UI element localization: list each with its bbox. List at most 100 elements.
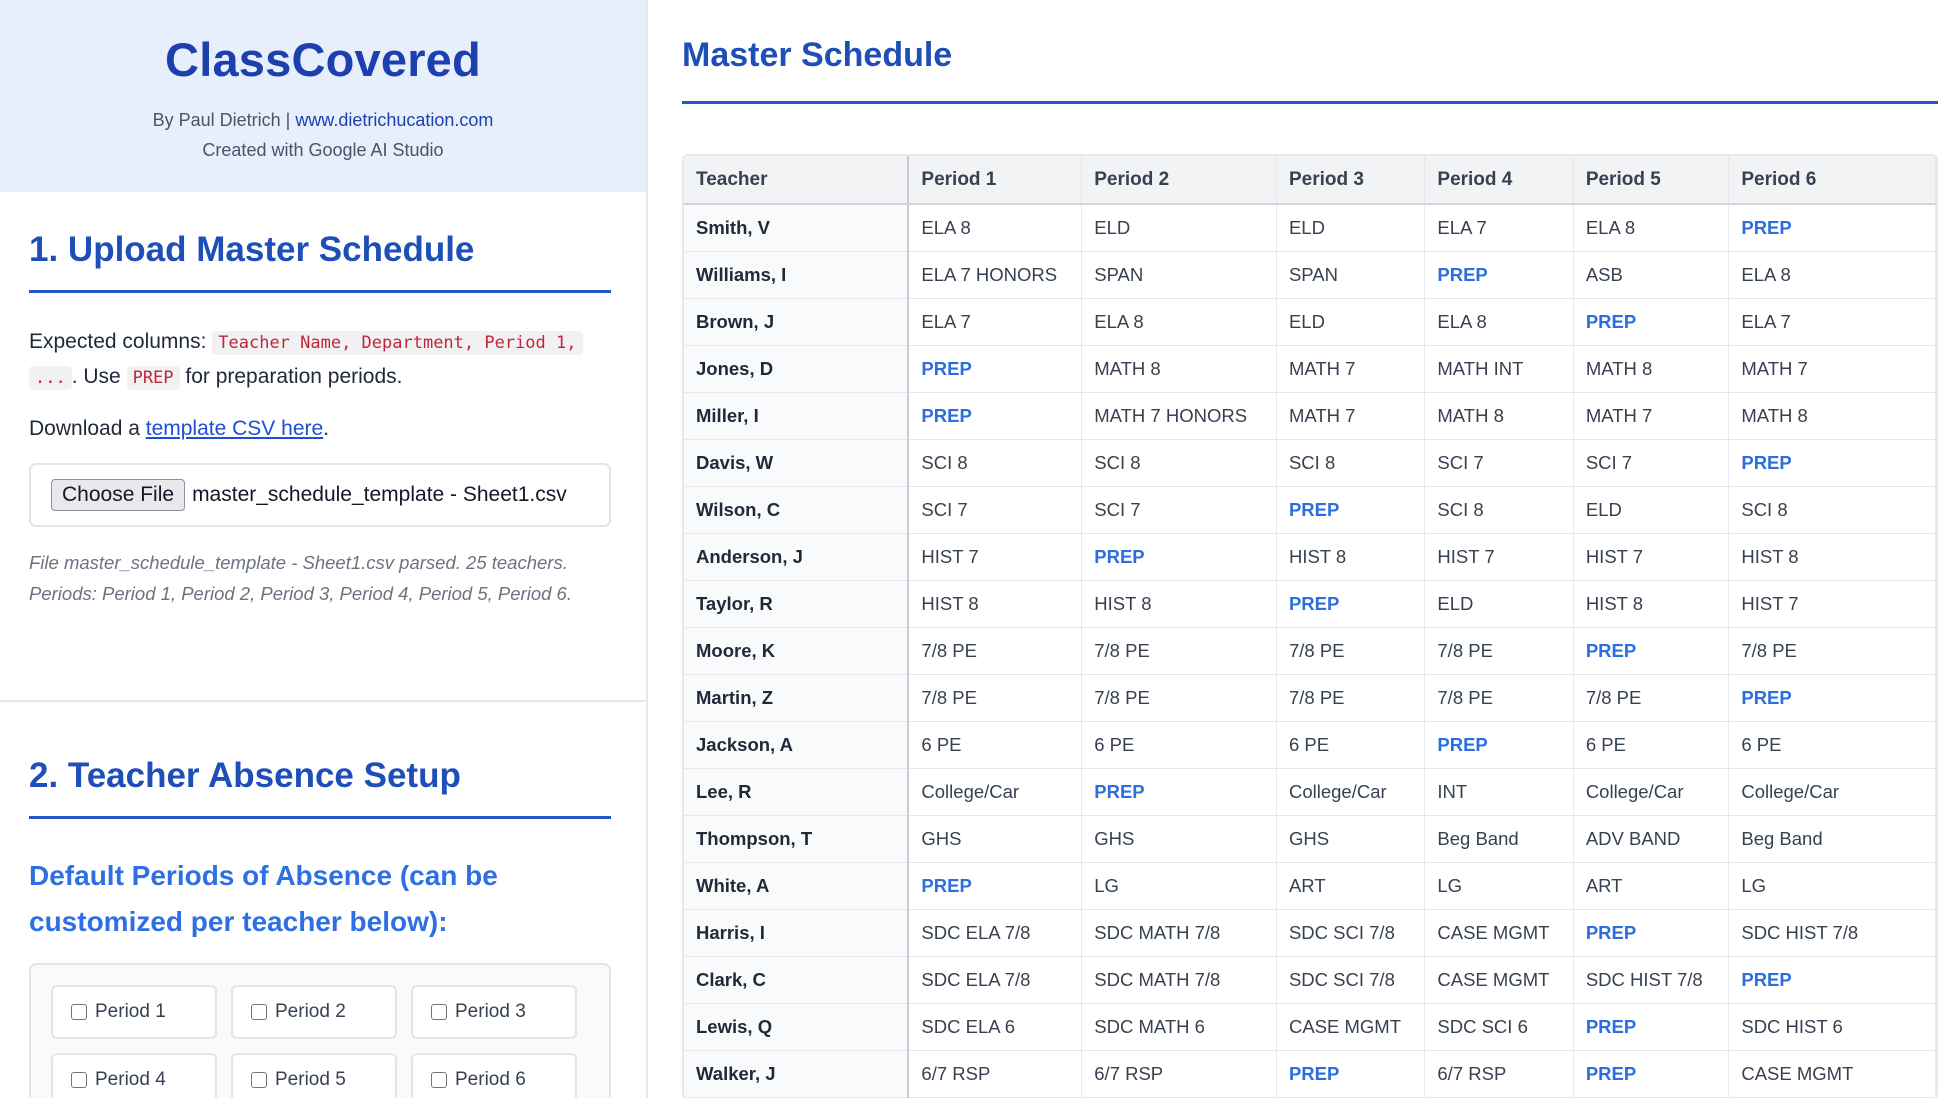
period-6-checkbox[interactable]: Period 6: [411, 1053, 577, 1098]
period-2-checkbox[interactable]: Period 2: [231, 985, 397, 1039]
table-row: Harris, I SDC ELA 7/8 SDC MATH 7/8 SDC SCI …: [684, 909, 1936, 957]
period-4-checkbox[interactable]: Period 4: [51, 1053, 217, 1098]
periods-grid: Period 1 Period 2 Period 3 Period 4 Peri…: [51, 985, 589, 1098]
period-cell: SDC HIST 7/8: [1573, 956, 1730, 1004]
period-cell: PREP: [1081, 533, 1277, 581]
checkbox-icon[interactable]: [71, 1072, 87, 1088]
expected-columns-text: Expected columns: Teacher Name, Departme…: [29, 325, 611, 395]
period-cell: SPAN: [1081, 251, 1277, 299]
period-cell: PREP: [1081, 768, 1277, 816]
period-cell: 7/8 PE: [1424, 627, 1574, 675]
prep-suffix: for preparation periods.: [179, 365, 403, 388]
period-cell: 7/8 PE: [908, 627, 1083, 675]
period-cell: 7/8 PE: [1276, 627, 1426, 675]
period-cell: College/Car: [1573, 768, 1730, 816]
teacher-name-cell: Taylor, R: [684, 580, 910, 628]
period-cell: SPAN: [1276, 251, 1426, 299]
table-row: Walker, J 6/7 RSP 6/7 RSP PREP 6/7 RSP PREP CA…: [684, 1050, 1936, 1098]
period-cell: 6 PE: [1728, 721, 1936, 769]
period-cell: SDC MATH 7/8: [1081, 909, 1277, 957]
period-cell: PREP: [908, 862, 1083, 910]
checkbox-icon[interactable]: [71, 1004, 87, 1020]
period-cell: HIST 8: [1728, 533, 1936, 581]
period-cell: SDC MATH 6: [1081, 1003, 1277, 1051]
column-header: Period 1: [908, 156, 1083, 205]
period-cell: Beg Band: [1728, 815, 1936, 863]
period-cell: LG: [1081, 862, 1277, 910]
expected-columns-ellipsis: ...: [29, 366, 72, 390]
schedule-heading: Master Schedule: [682, 36, 1938, 104]
column-header: Period 4: [1424, 156, 1574, 205]
period-cell: 7/8 PE: [1424, 674, 1574, 722]
period-cell: PREP: [1728, 674, 1936, 722]
upload-section: 1. Upload Master Schedule Expected colum…: [0, 192, 646, 702]
checkbox-icon[interactable]: [431, 1004, 447, 1020]
column-header: Period 5: [1573, 156, 1730, 205]
period-cell: HIST 8: [908, 580, 1083, 628]
period-cell: ELD: [1276, 298, 1426, 346]
period-cell: PREP: [1424, 251, 1574, 299]
period-cell: SCI 8: [1276, 439, 1426, 487]
table-row: Thompson, T GHS GHS GHS Beg Band ADV BAND Beg …: [684, 815, 1936, 863]
absence-section: 2. Teacher Absence Setup Default Periods…: [0, 702, 646, 1098]
column-header: Period 2: [1081, 156, 1277, 205]
period-1-checkbox[interactable]: Period 1: [51, 985, 217, 1039]
table-row: Moore, K 7/8 PE 7/8 PE 7/8 PE 7/8 PE PREP 7/8 …: [684, 627, 1936, 675]
table-row: Brown, J ELA 7 ELA 8 ELD ELA 8 PREP ELA 7: [684, 298, 1936, 346]
table-row: Smith, V ELA 8 ELD ELD ELA 7 ELA 8 PREP: [684, 204, 1936, 252]
period-cell: 6 PE: [1081, 721, 1277, 769]
table-row: Davis, W SCI 8 SCI 8 SCI 8 SCI 7 SCI 7 PREP: [684, 439, 1936, 487]
period-cell: SDC HIST 7/8: [1728, 909, 1936, 957]
period-cell: SCI 8: [908, 439, 1083, 487]
period-cell: ELA 8: [1081, 298, 1277, 346]
file-upload-field[interactable]: Choose File master_schedule_template - S…: [29, 463, 611, 527]
period-cell: SDC ELA 7/8: [908, 909, 1083, 957]
teacher-name-cell: White, A: [684, 862, 910, 910]
teacher-name-cell: Lee, R: [684, 768, 910, 816]
table-row: Martin, Z 7/8 PE 7/8 PE 7/8 PE 7/8 PE 7/8 PE P…: [684, 674, 1936, 722]
period-cell: ELD: [1081, 204, 1277, 252]
period-cell: 6/7 RSP: [1081, 1050, 1277, 1098]
choose-file-button[interactable]: Choose File: [51, 479, 186, 511]
period-2-label: Period 2: [275, 1001, 346, 1022]
period-cell: SDC SCI 7/8: [1276, 956, 1426, 1004]
period-cell: 7/8 PE: [1276, 674, 1426, 722]
sidebar: ClassCovered By Paul Dietrich | www.diet…: [0, 0, 648, 1098]
period-cell: 6 PE: [1573, 721, 1730, 769]
table-row: Wilson, C SCI 7 SCI 7 PREP SCI 8 ELD SCI 8: [684, 486, 1936, 534]
teacher-name-cell: Williams, I: [684, 251, 910, 299]
period-cell: SDC HIST 6: [1728, 1003, 1936, 1051]
checkbox-icon[interactable]: [251, 1004, 267, 1020]
period-cell: ELA 7: [1424, 204, 1574, 252]
period-cell: ELA 8: [1424, 298, 1574, 346]
absence-heading: 2. Teacher Absence Setup: [29, 756, 611, 819]
teacher-name-cell: Jones, D: [684, 345, 910, 393]
period-5-checkbox[interactable]: Period 5: [231, 1053, 397, 1098]
upload-heading: 1. Upload Master Schedule: [29, 230, 611, 293]
period-cell: MATH 7: [1276, 392, 1426, 440]
period-cell: ART: [1276, 862, 1426, 910]
period-cell: ELA 7: [1728, 298, 1936, 346]
app-title: ClassCovered: [165, 33, 481, 86]
teacher-name-cell: Moore, K: [684, 627, 910, 675]
period-cell: SDC MATH 7/8: [1081, 956, 1277, 1004]
period-cell: SDC ELA 7/8: [908, 956, 1083, 1004]
period-3-checkbox[interactable]: Period 3: [411, 985, 577, 1039]
checkbox-icon[interactable]: [251, 1072, 267, 1088]
period-cell: MATH 7: [1573, 392, 1730, 440]
table-row: Lee, R College/Car PREP College/Car INT Colle…: [684, 768, 1936, 816]
prep-code: PREP: [126, 366, 180, 390]
teacher-name-cell: Walker, J: [684, 1050, 910, 1098]
schedule-table: Teacher Period 1 Period 2 Period 3 Perio…: [684, 156, 1936, 1098]
schedule-table-body: Smith, V ELA 8 ELD ELD ELA 7 ELA 8 PREP William…: [684, 204, 1936, 1098]
period-cell: SCI 7: [1424, 439, 1574, 487]
period-1-label: Period 1: [95, 1001, 166, 1022]
period-cell: 6/7 RSP: [908, 1050, 1083, 1098]
checkbox-icon[interactable]: [431, 1072, 447, 1088]
period-cell: LG: [1728, 862, 1936, 910]
use-text: . Use: [71, 365, 127, 388]
period-cell: 6/7 RSP: [1424, 1050, 1574, 1098]
template-csv-link[interactable]: template CSV here: [145, 417, 324, 440]
author-website-link[interactable]: www.dietrichucation.com: [295, 110, 494, 130]
table-header-row: Teacher Period 1 Period 2 Period 3 Perio…: [684, 156, 1936, 205]
